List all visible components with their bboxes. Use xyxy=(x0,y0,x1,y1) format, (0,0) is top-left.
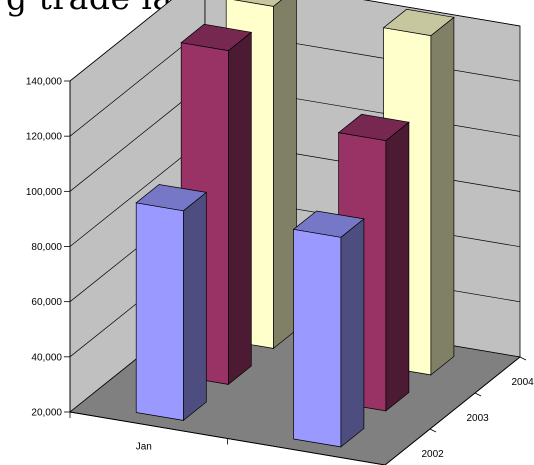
bar-top-face xyxy=(180,23,253,51)
bar-side-face xyxy=(228,31,252,386)
depth-category-label: 2004 xyxy=(512,377,534,388)
bar-2002-Jan xyxy=(135,184,208,422)
bar-top-face xyxy=(382,8,455,36)
bar-side-face xyxy=(385,121,410,412)
depth-category-label: 2003 xyxy=(467,413,490,424)
depth-tick xyxy=(429,428,437,433)
y-tick-label: 140,000 xyxy=(26,77,63,88)
gridline xyxy=(69,0,521,82)
bar-2002-Feb xyxy=(292,210,365,448)
bar-top-face xyxy=(292,210,365,238)
y-tick-label: 100,000 xyxy=(26,187,63,198)
depth-tick xyxy=(474,392,482,397)
x-category-label: Jan xyxy=(136,441,152,452)
bar-front-face xyxy=(293,228,342,448)
bar-side-face xyxy=(273,0,297,350)
bar-front-face xyxy=(135,202,184,421)
bar-side-face xyxy=(340,218,365,448)
y-tick-label: 60,000 xyxy=(31,297,62,308)
bar-top-face xyxy=(233,0,282,7)
y-tick-label: 20,000 xyxy=(31,408,62,419)
bar-top-face xyxy=(337,113,410,141)
bar-top-face xyxy=(135,184,208,212)
bar-side-face xyxy=(430,16,455,376)
y-tick-label: 120,000 xyxy=(26,132,63,143)
y-tick-label: 40,000 xyxy=(31,352,62,363)
bar-side-face xyxy=(183,191,207,422)
depth-axis xyxy=(384,356,521,465)
depth-category-label: 2002 xyxy=(422,449,445,460)
y-tick-label: 80,000 xyxy=(31,242,62,253)
depth-tick xyxy=(519,356,527,361)
